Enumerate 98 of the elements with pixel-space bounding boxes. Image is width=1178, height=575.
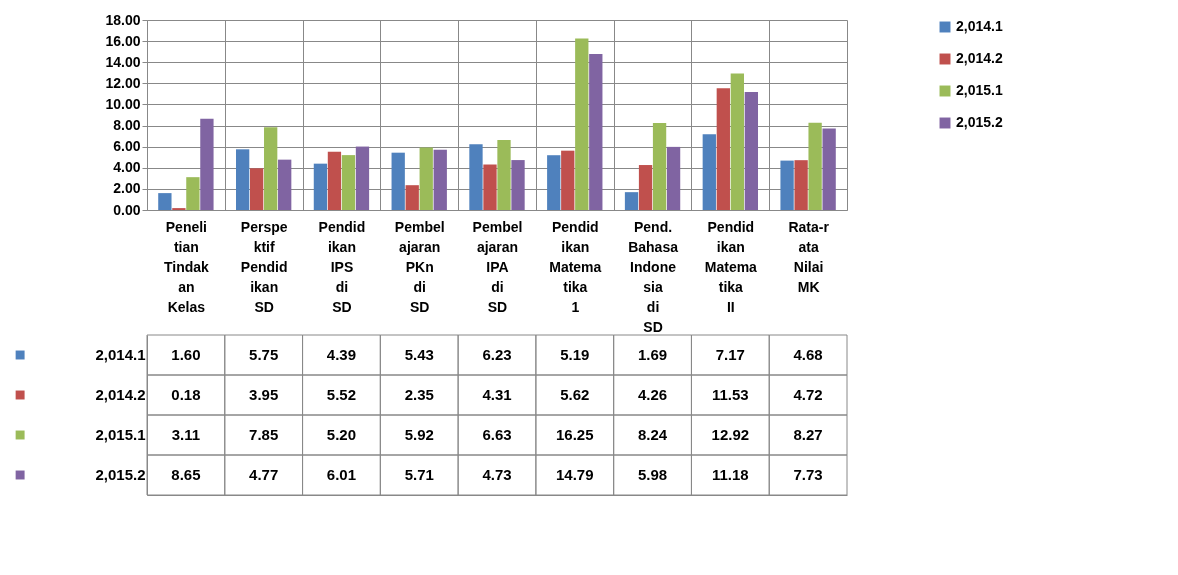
bar [624, 192, 639, 210]
x-tick-label: Penelitian Tindakan Kelas [163, 218, 210, 315]
legend-label: 2,014.2 [956, 50, 1003, 66]
data-label: 3.95 [249, 386, 279, 403]
bar [716, 88, 730, 210]
bar [794, 160, 808, 210]
data-label: 5.71 [404, 466, 434, 483]
data-label: 5.98 [637, 466, 668, 483]
text: 2,015.2 [95, 466, 146, 483]
data-label: 8.65 [171, 466, 201, 483]
text: 2,014.1 [95, 346, 146, 363]
y-tick-label: 10.00 [105, 95, 141, 112]
data-label: 5.20 [326, 426, 357, 443]
bar [235, 149, 250, 210]
data-label: 5.75 [249, 346, 279, 363]
x-tick-label: Pembelajaran IPA di SD [472, 218, 523, 315]
bar [744, 91, 759, 210]
y-tick-label: 4.00 [113, 159, 141, 176]
bar [469, 144, 483, 210]
bar [391, 152, 405, 210]
data-label: 4.31 [482, 386, 512, 403]
bar [186, 177, 200, 210]
bar [702, 134, 716, 210]
data-label: 5.92 [404, 426, 434, 443]
y-tick-label: 12.00 [105, 74, 141, 91]
bar [730, 73, 744, 210]
bar [250, 168, 264, 210]
text: 2,015.1 [95, 426, 146, 443]
bar [547, 155, 561, 210]
legend-label: 2,015.2 [956, 114, 1003, 130]
bar [313, 163, 328, 210]
bar [483, 164, 497, 210]
data-label: 2.35 [404, 386, 434, 403]
data-label: 5.19 [560, 346, 590, 363]
x-tick-label: Rata-rata Nilai MK [788, 218, 830, 295]
data-label: 7.73 [793, 466, 823, 483]
bar [638, 165, 653, 210]
data-label: 8.27 [793, 426, 823, 443]
data-label: 1.60 [171, 346, 201, 363]
bar [158, 193, 172, 210]
data-label: 11.53 [711, 386, 749, 403]
data-label: 7.17 [715, 346, 745, 363]
bar [497, 140, 511, 210]
y-tick-label: 18.00 [105, 11, 141, 28]
data-label: 14.79 [556, 466, 594, 483]
legend-label: 2,014.1 [956, 18, 1003, 34]
y-tick-label: 6.00 [113, 138, 141, 155]
bar [652, 123, 667, 210]
data-label: 12.92 [711, 426, 750, 443]
bar [355, 146, 370, 210]
bar [575, 38, 589, 210]
bar [200, 118, 214, 210]
data-label: 1.69 [637, 346, 668, 363]
y-tick-label: 16.00 [105, 32, 141, 49]
bar [808, 122, 822, 210]
data-label: 3.11 [171, 426, 201, 443]
x-tick-label: Pendidikan IPS di SD [318, 218, 366, 315]
data-label: 6.01 [326, 466, 357, 483]
bar [780, 160, 794, 210]
bar [327, 151, 342, 210]
bar [666, 146, 681, 210]
data-label: 4.26 [637, 386, 668, 403]
x-tick-label: Pend. Bahasa Indonesia di SD [628, 218, 679, 335]
x-tick-label: Pembelajaran PKn di SD [394, 218, 445, 315]
bar [433, 149, 447, 210]
x-tick-label: Pendidikan Matematika II [704, 218, 758, 315]
data-label: 4.68 [793, 346, 823, 363]
data-label: 0.18 [171, 386, 201, 403]
data-label: 16.25 [556, 426, 594, 443]
bar [278, 159, 292, 210]
bar [341, 155, 356, 210]
data-label: 5.62 [560, 386, 590, 403]
data-label: 11.18 [711, 466, 749, 483]
data-label: 4.73 [482, 466, 512, 483]
y-tick-label: 14.00 [105, 53, 141, 70]
x-tick-label: Pendidikan Matematika 1 [549, 218, 602, 315]
bar [511, 160, 525, 210]
legend-label: 2,015.1 [956, 82, 1003, 98]
data-label: 8.24 [637, 426, 668, 443]
data-label: 4.39 [326, 346, 357, 363]
data-label: 6.63 [482, 426, 512, 443]
text: 2,014.2 [95, 386, 146, 403]
bar [264, 127, 278, 210]
data-label: 4.72 [793, 386, 823, 403]
bar [589, 53, 603, 210]
y-tick-label: 8.00 [113, 117, 141, 134]
bar [561, 150, 575, 210]
bar [405, 185, 419, 210]
bar [419, 147, 433, 210]
data-label: 6.23 [482, 346, 512, 363]
data-label: 5.43 [404, 346, 434, 363]
x-tick-label: Perspektif Pendidikan SD [240, 218, 288, 315]
data-label: 4.77 [249, 466, 279, 483]
y-tick-label: 0.00 [113, 201, 141, 218]
data-label: 5.52 [326, 386, 357, 403]
y-tick-label: 2.00 [113, 180, 141, 197]
data-label: 7.85 [249, 426, 279, 443]
bar [822, 128, 836, 210]
